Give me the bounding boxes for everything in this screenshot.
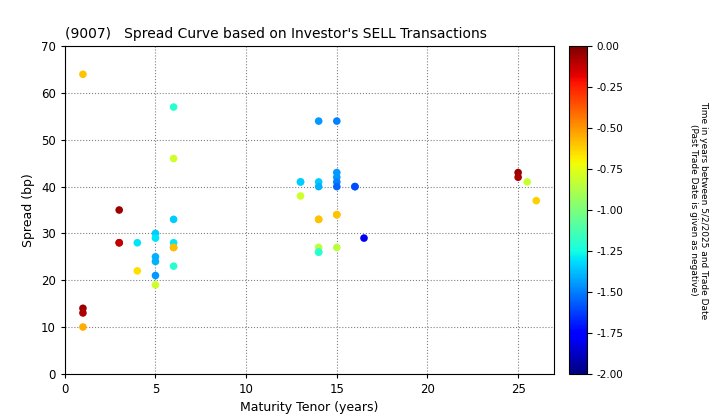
Point [313,249,325,255]
Point [168,244,179,251]
Point [132,268,143,274]
Point [114,239,125,246]
Point [168,155,179,162]
Point [521,178,533,185]
Point [313,178,325,185]
Point [150,272,161,279]
Text: Time in years between 5/2/2025 and Trade Date
(Past Trade Date is given as negat: Time in years between 5/2/2025 and Trade… [689,101,708,319]
Point [313,249,325,255]
Point [77,71,89,78]
Point [150,230,161,237]
Point [331,178,343,185]
Point [313,244,325,251]
Point [168,244,179,251]
Point [359,235,370,242]
Point [150,258,161,265]
Point [313,216,325,223]
Point [168,216,179,223]
Point [150,281,161,288]
Point [77,310,89,316]
Point [294,178,306,185]
Point [349,183,361,190]
Point [150,253,161,260]
Point [294,178,306,185]
Point [114,207,125,213]
Point [168,239,179,246]
Point [313,216,325,223]
Point [331,183,343,190]
Point [168,104,179,110]
Point [132,239,143,246]
Point [513,174,524,181]
Point [331,211,343,218]
Point [331,174,343,181]
Point [331,169,343,176]
Point [349,183,361,190]
X-axis label: Maturity Tenor (years): Maturity Tenor (years) [240,402,379,415]
Point [531,197,542,204]
Y-axis label: Spread (bp): Spread (bp) [22,173,35,247]
Point [150,235,161,242]
Point [313,118,325,124]
Point [77,305,89,312]
Point [294,193,306,199]
Point [168,263,179,270]
Point [513,169,524,176]
Point [331,211,343,218]
Point [331,244,343,251]
Text: (9007)   Spread Curve based on Investor's SELL Transactions: (9007) Spread Curve based on Investor's … [65,27,487,41]
Point [313,183,325,190]
Point [77,324,89,331]
Point [114,239,125,246]
Point [331,118,343,124]
